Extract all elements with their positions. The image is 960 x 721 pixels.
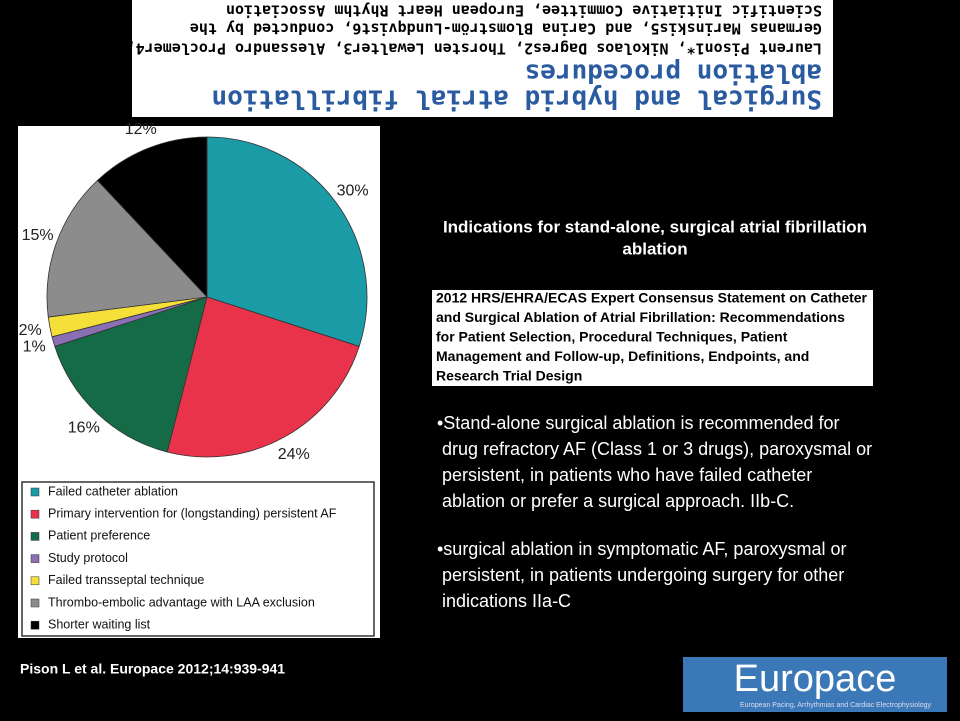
slice-label: 30% [337, 182, 369, 199]
legend-swatch [30, 554, 40, 563]
slice-label: 15% [22, 227, 54, 244]
paper-header-line: ablation procedures [525, 58, 822, 88]
pie-chart: 30% Failed catheter ablation 24% Primary in… [19, 121, 369, 632]
paper-header-line: Surgical and hybrid atrial fibrillation [212, 84, 822, 114]
pie-slice [54, 296, 208, 453]
paper-header-line: Scientific Initiative Committee, Europea… [226, 2, 822, 20]
slice-label: 2% [19, 322, 42, 339]
legend-swatch [30, 487, 40, 497]
pie-slice [96, 136, 208, 299]
legend-swatch [30, 620, 40, 630]
logo-box [683, 657, 947, 712]
paper-header-line: Germanas Marinskis5, and Carina Blomströ… [190, 20, 822, 38]
legend-swatch [30, 576, 40, 586]
consensus-line: and Surgical Ablation of Atrial Fibrilla… [436, 309, 845, 325]
legend-box [21, 481, 375, 637]
slice-label: 16% [68, 419, 100, 436]
paper-header-box [132, 0, 833, 117]
pie-slice [46, 179, 208, 318]
logo-subtitle: European Pacing, Arrhythmias and Cardiac… [740, 702, 932, 709]
bullet-text: •Stand-alone surgical ablation is recomm… [437, 413, 840, 433]
bullet-text: persistent, in patients undergoing surge… [442, 565, 844, 585]
legend-label: Primary intervention for (longstanding) … [48, 506, 337, 520]
citation: Pison L et al. Europace 2012;14:939-941 [20, 661, 285, 677]
slice-label: 12% [125, 121, 157, 138]
legend-swatch [30, 532, 40, 541]
pie-slice [166, 296, 360, 458]
legend-swatch [30, 598, 40, 608]
legend-label: Failed transseptal technique [48, 573, 204, 587]
consensus-line: Management and Follow-up, Definitions, E… [436, 348, 809, 364]
legend-label: Shorter waiting list [48, 617, 151, 631]
bullet-text: •surgical ablation in symptomatic AF, pa… [437, 539, 846, 559]
pie-slice [206, 136, 368, 347]
consensus-line: Research Trial Design [436, 368, 582, 384]
bullet-text: persistent, in patients who have failed … [442, 465, 812, 485]
bullet-text: indications IIa-C [442, 591, 571, 611]
heading: Indications for stand-alone, surgical at… [443, 217, 867, 236]
legend-swatch [30, 509, 40, 519]
consensus-box [432, 290, 873, 386]
legend-label: Patient preference [48, 529, 150, 543]
slice-label: 24% [278, 446, 310, 463]
consensus-line: 2012 HRS/EHRA/ECAS Expert Consensus Stat… [436, 290, 868, 306]
legend-label: Thrombo-embolic advantage with LAA exclu… [48, 595, 315, 609]
legend-label: Study protocol [48, 551, 128, 565]
bullet-text: drug refractory AF (Class 1 or 3 drugs),… [442, 439, 872, 459]
paper-header-line: Laurent Pison1*, Nikolaos Dagres2, Thors… [127, 40, 822, 58]
paper-header: Surgical and hybrid atrial fibrillationa… [127, 2, 822, 114]
heading: ablation [622, 239, 687, 258]
legend-label: Failed catheter ablation [48, 484, 178, 498]
consensus-line: for Patient Selection, Procedural Techni… [436, 329, 788, 345]
slice-label: 1% [23, 338, 46, 355]
bullet-text: ablation or prefer a surgical approach. … [442, 491, 794, 511]
logo-text: Europace [734, 658, 897, 700]
